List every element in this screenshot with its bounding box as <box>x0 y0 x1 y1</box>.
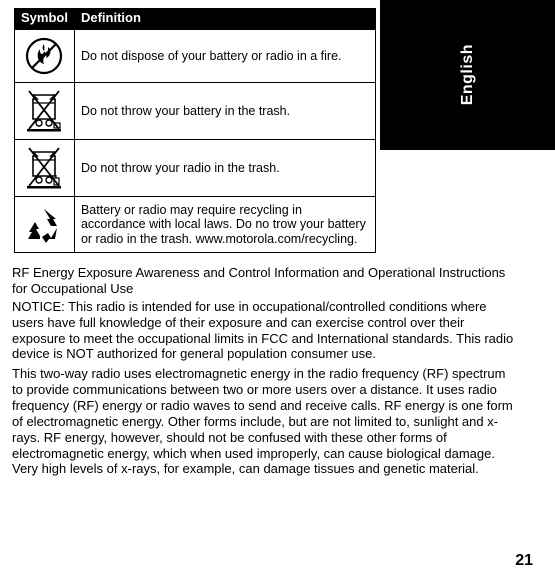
table-row: Battery or radio may require recycling i… <box>15 196 376 252</box>
table-row: Do not dispose of your battery or radio … <box>15 29 376 82</box>
no-trash-battery-icon <box>25 89 63 133</box>
body-text-block: RF Energy Exposure Awareness and Control… <box>12 265 537 477</box>
rf-paragraph-2: This two-way radio uses electromagnetic … <box>12 366 519 477</box>
no-fire-icon <box>24 36 64 76</box>
definition-cell: Do not throw your battery in the trash. <box>74 82 375 139</box>
definition-cell: Do not throw your radio in the trash. <box>74 139 375 196</box>
symbol-cell <box>15 29 75 82</box>
definition-cell: Do not dispose of your battery or radio … <box>74 29 375 82</box>
symbol-cell <box>15 139 75 196</box>
table-header-row: Symbol Definition <box>15 8 376 29</box>
symbol-cell <box>15 196 75 252</box>
symbol-cell <box>15 82 75 139</box>
rf-heading: RF Energy Exposure Awareness and Control… <box>12 265 519 297</box>
no-trash-radio-icon <box>25 146 63 190</box>
page-number: 21 <box>515 552 533 570</box>
table-row: Do not throw your battery in the trash. <box>15 82 376 139</box>
recycle-icon <box>24 206 64 244</box>
rf-notice: NOTICE: This radio is intended for use i… <box>12 299 519 362</box>
language-label: English <box>459 44 477 105</box>
table-row: Do not throw your radio in the trash. <box>15 139 376 196</box>
language-tab: English <box>380 0 555 150</box>
header-symbol: Symbol <box>15 8 75 29</box>
header-definition: Definition <box>74 8 375 29</box>
symbol-definition-table: Symbol Definition Do not dispose of your… <box>14 8 376 253</box>
definition-cell: Battery or radio may require recycling i… <box>74 196 375 252</box>
